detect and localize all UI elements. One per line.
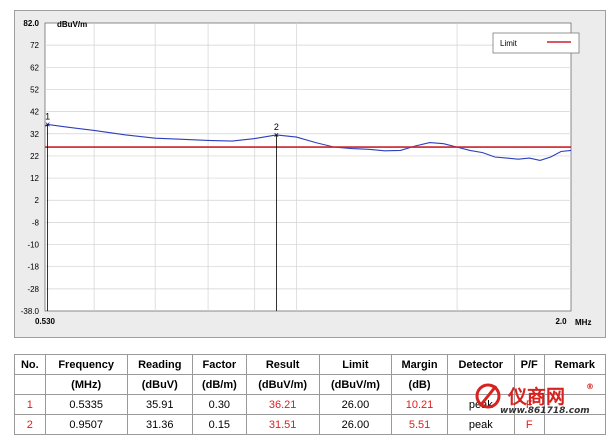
cell-factor: 0.15 — [191, 414, 247, 435]
y-tick-label: 42 — [30, 108, 39, 117]
cell-no: 2 — [14, 414, 46, 435]
header-frequency: Frequency — [44, 354, 128, 375]
y-tick-label: -10 — [27, 241, 39, 250]
cell-factor: 0.30 — [191, 394, 247, 415]
header-margin: Margin — [391, 354, 448, 375]
y-tick-label: -8 — [32, 218, 40, 227]
unit-factor: (dB/m) — [191, 374, 247, 395]
y-tick-label: 12 — [30, 174, 39, 183]
x-axis-label: MHz — [575, 318, 591, 327]
header-pf: P/F — [513, 354, 545, 375]
cell-limit: 26.00 — [318, 394, 393, 415]
watermark: 仪商网 ® www.861718.com — [470, 382, 612, 444]
marker-cross: × — [274, 130, 279, 140]
x-axis-ticks: 0.530 2.0 — [35, 317, 567, 326]
unit-margin: (dB) — [391, 374, 448, 395]
watermark-site: www.861718.com — [500, 406, 590, 416]
watermark-logo-icon — [475, 383, 501, 409]
cell-frequency: 0.9507 — [44, 414, 128, 435]
cell-result: 31.51 — [245, 414, 320, 435]
cell-remark — [543, 414, 607, 435]
marker-label: 2 — [274, 122, 279, 132]
y-tick-label: -28 — [27, 285, 39, 294]
y-axis-label: dBuV/m — [57, 20, 87, 29]
chart-panel: 82.0 72 62 52 42 32 22 12 2 -8 -10 -18 -28 -38.0 0.53… — [14, 10, 606, 338]
x-tick-label: 2.0 — [555, 317, 567, 326]
y-tick-label: 2 — [35, 196, 40, 205]
header-factor: Factor — [191, 354, 247, 375]
series-line — [44, 123, 572, 161]
y-tick-label: 72 — [30, 41, 39, 50]
grid — [44, 22, 572, 312]
y-tick-label: 62 — [30, 63, 39, 72]
legend-box — [492, 32, 580, 54]
header-result: Result — [245, 354, 320, 375]
y-tick-label: 82.0 — [23, 19, 39, 28]
table-header-row: No. Frequency Reading Factor Result Limi… — [14, 354, 607, 375]
cell-result: 36.21 — [245, 394, 320, 415]
unit-frequency: (MHz) — [44, 374, 128, 395]
x-tick-label: 0.530 — [35, 317, 56, 326]
cell-detector: peak — [446, 414, 515, 435]
plot-area — [44, 22, 572, 312]
cell-no: 1 — [14, 394, 46, 415]
watermark-slash — [478, 385, 498, 407]
unit-result: (dBuV/m) — [245, 374, 320, 395]
watermark-registered: ® — [586, 382, 594, 391]
markers: ×1×2 — [45, 111, 279, 311]
marker-cross: × — [45, 119, 50, 129]
series — [44, 123, 572, 161]
y-tick-label: -18 — [27, 263, 39, 272]
cell-reading: 31.36 — [126, 414, 193, 435]
y-tick-label: 52 — [30, 85, 39, 94]
unit-no — [14, 374, 46, 395]
legend: Limit — [492, 32, 580, 54]
header-limit: Limit — [318, 354, 393, 375]
y-axis-ticks: 82.0 72 62 52 42 32 22 12 2 -8 -10 -18 -28 -38.0 — [21, 19, 40, 316]
header-remark: Remark — [543, 354, 607, 375]
header-no: No. — [14, 354, 46, 375]
unit-reading: (dBuV) — [126, 374, 193, 395]
y-tick-label: 32 — [30, 130, 39, 139]
cell-limit: 26.00 — [318, 414, 393, 435]
header-detector: Detector — [446, 354, 515, 375]
cell-margin: 10.21 — [391, 394, 448, 415]
y-tick-label: -38.0 — [21, 307, 40, 316]
header-reading: Reading — [126, 354, 193, 375]
watermark-brand: 仪商网 — [508, 386, 566, 408]
cell-frequency: 0.5335 — [44, 394, 128, 415]
table-row: 2 0.9507 31.36 0.15 31.51 26.00 5.51 pea… — [14, 414, 607, 435]
legend-label: Limit — [500, 39, 518, 48]
marker-label: 1 — [45, 111, 50, 121]
y-tick-label: 22 — [30, 152, 39, 161]
cell-margin: 5.51 — [391, 414, 448, 435]
unit-limit: (dBuV/m) — [318, 374, 393, 395]
watermark-ring — [475, 383, 501, 409]
cell-reading: 35.91 — [126, 394, 193, 415]
